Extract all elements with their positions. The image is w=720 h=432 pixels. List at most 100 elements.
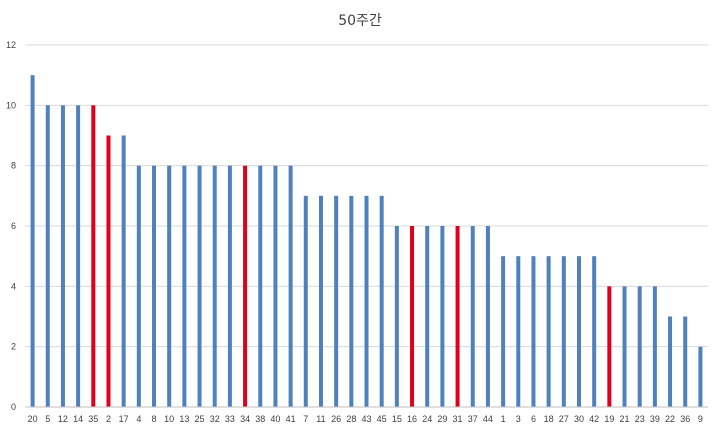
chart-title: 50주간: [338, 13, 382, 29]
x-tick-label: 13: [179, 414, 189, 424]
x-tick-label: 5: [45, 414, 50, 424]
x-tick-label: 42: [589, 414, 599, 424]
x-tick-label: 38: [255, 414, 265, 424]
bar: [334, 195, 339, 407]
x-tick-label: 36: [680, 414, 690, 424]
bar: [273, 165, 278, 407]
bar: [516, 256, 521, 407]
bar: [258, 165, 263, 407]
x-tick-label: 34: [240, 414, 250, 424]
x-tick-label: 37: [468, 414, 478, 424]
x-tick-label: 27: [559, 414, 569, 424]
x-tick-label: 10: [164, 414, 174, 424]
y-tick-label: 2: [11, 342, 16, 352]
x-tick-label: 19: [604, 414, 614, 424]
bar: [45, 105, 50, 407]
x-tick-label: 41: [286, 414, 296, 424]
x-tick-label: 29: [437, 414, 447, 424]
bar: [379, 195, 384, 407]
bar: [303, 195, 308, 407]
x-tick-label: 18: [544, 414, 554, 424]
y-tick-label: 10: [6, 100, 16, 110]
x-tick-label: 23: [635, 414, 645, 424]
bar: [485, 226, 490, 407]
bar: [576, 256, 581, 407]
bar: [152, 165, 157, 407]
bar-highlighted: [243, 165, 248, 407]
x-tick-label: 20: [28, 414, 38, 424]
bar-highlighted: [106, 135, 111, 407]
x-tick-label: 35: [88, 414, 98, 424]
bar: [501, 256, 506, 407]
bar: [349, 195, 354, 407]
bar: [394, 226, 399, 407]
bar-highlighted: [455, 226, 460, 407]
x-tick-label: 1: [501, 414, 506, 424]
bar: [136, 165, 141, 407]
bar: [167, 165, 172, 407]
x-tick-label: 44: [483, 414, 493, 424]
bar: [425, 226, 430, 407]
bar-highlighted: [607, 286, 612, 407]
y-tick-label: 6: [11, 221, 16, 231]
x-tick-label: 14: [73, 414, 83, 424]
bar: [546, 256, 551, 407]
bar: [698, 346, 703, 407]
x-tick-label: 32: [210, 414, 220, 424]
bar: [637, 286, 642, 407]
bar: [60, 105, 65, 407]
bar: [652, 286, 657, 407]
x-tick-label: 26: [331, 414, 341, 424]
bar: [470, 226, 475, 407]
x-tick-label: 45: [377, 414, 387, 424]
x-tick-label: 9: [698, 414, 703, 424]
bar: [212, 165, 217, 407]
x-tick-label: 21: [620, 414, 630, 424]
x-tick-label: 43: [361, 414, 371, 424]
x-tick-label: 25: [195, 414, 205, 424]
x-tick-label: 3: [516, 414, 521, 424]
x-tick-label: 30: [574, 414, 584, 424]
x-tick-label: 11: [316, 414, 325, 424]
x-tick-label: 12: [58, 414, 68, 424]
x-tick-label: 24: [422, 414, 432, 424]
bar: [318, 195, 323, 407]
x-tick-label: 40: [270, 414, 280, 424]
x-tick-label: 6: [531, 414, 536, 424]
x-tick-label: 39: [650, 414, 660, 424]
bars: [30, 75, 703, 408]
x-tick-label: 4: [136, 414, 141, 424]
bar: [683, 316, 688, 407]
y-tick-label: 8: [11, 161, 16, 171]
x-tick-label: 17: [119, 414, 129, 424]
bar: [364, 195, 369, 407]
y-tick-label: 4: [11, 281, 16, 291]
x-tick-label: 28: [346, 414, 356, 424]
bar: [227, 165, 232, 407]
x-tick-label: 8: [152, 414, 157, 424]
bar: [440, 226, 445, 407]
bar: [531, 256, 536, 407]
y-tick-label: 0: [11, 402, 16, 412]
x-tick-label: 2: [106, 414, 111, 424]
x-tick-label: 31: [453, 414, 463, 424]
x-tick-label: 33: [225, 414, 235, 424]
x-tick-label: 15: [392, 414, 402, 424]
x-tick-label: 22: [665, 414, 675, 424]
bar: [668, 316, 673, 407]
bar: [121, 135, 126, 407]
bar: [288, 165, 293, 407]
bar: [197, 165, 202, 407]
bar: [182, 165, 187, 407]
bar: [622, 286, 627, 407]
bar: [76, 105, 81, 407]
x-tick-label: 16: [407, 414, 417, 424]
bar-highlighted: [410, 226, 415, 407]
x-tick-label: 7: [303, 414, 308, 424]
bar: [30, 75, 35, 408]
bar: [592, 256, 597, 407]
bar: [561, 256, 566, 407]
